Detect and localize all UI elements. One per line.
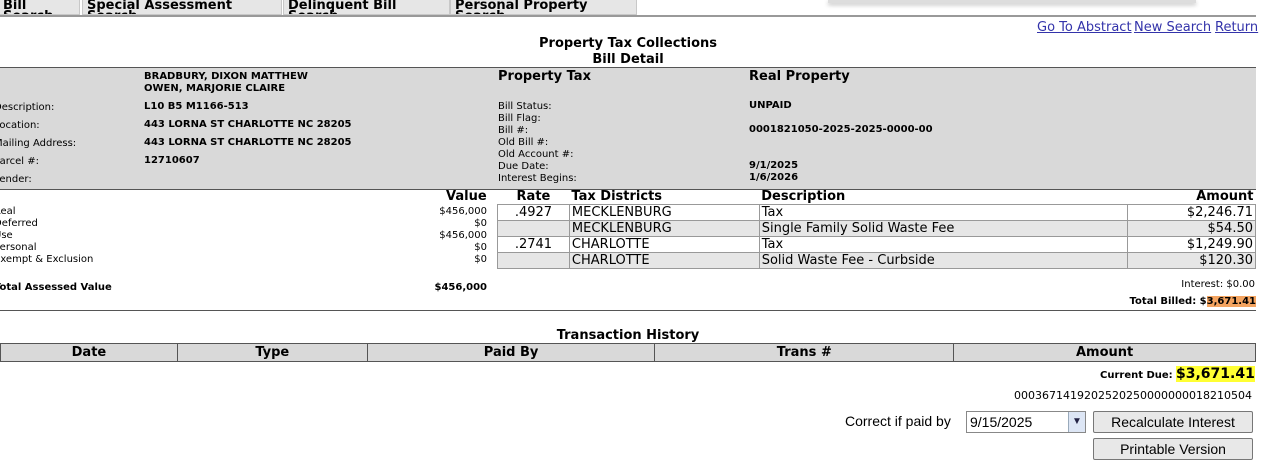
valuation-label: Exempt & Exclusion	[0, 254, 94, 265]
bill-flag-label: Bill Flag:	[498, 113, 541, 124]
trans-number-header: Trans #	[654, 343, 955, 362]
total-assessed-label: Total Assessed Value	[0, 282, 112, 293]
page-title: Property Tax Collections	[539, 36, 717, 51]
total-billed-label: Total Billed: $	[1129, 296, 1207, 307]
rate-cell	[497, 252, 570, 269]
mailing-address-label: Mailing Address:	[0, 138, 77, 149]
page-subtitle: Bill Detail	[592, 52, 664, 67]
divider	[0, 310, 1256, 311]
valuation-value: $0	[474, 242, 487, 253]
parcel-value: 12710607	[144, 155, 200, 166]
barcode-number: 0003671419202520250000000018210504	[1014, 389, 1252, 402]
amount-cell: $120.30	[1127, 252, 1256, 269]
recalculate-interest-button[interactable]: Recalculate Interest	[1093, 411, 1253, 433]
rate-cell: .4927	[497, 204, 570, 221]
district-cell: MECKLENBURG	[568, 220, 760, 237]
bill-number-value: 0001821050-2025-2025-0000-00	[749, 124, 933, 135]
description-label: Description:	[0, 102, 55, 113]
tax-table-header: Rate Tax Districts Description Amount	[498, 189, 1256, 205]
total-billed: Total Billed: $3,671.41	[1130, 296, 1256, 307]
go-to-abstract-link[interactable]: Go To Abstract	[1037, 20, 1132, 35]
valuation-value: $456,000	[439, 230, 487, 241]
paid-by-date-select[interactable]: 9/15/2025 ▼	[966, 411, 1086, 433]
interest-begins-label: Interest Begins:	[498, 173, 577, 184]
interest-begins-value: 1/6/2026	[749, 172, 799, 183]
valuation-label: Deferred	[0, 218, 38, 229]
valuation-value: $0	[474, 254, 487, 265]
valuation-value: $0	[474, 218, 487, 229]
tax-districts-table: Rate Tax Districts Description Amount .4…	[497, 189, 1256, 269]
current-due-label: Current Due:	[1100, 370, 1173, 381]
bill-number-label: Bill #:	[498, 125, 529, 136]
rate-cell: .2741	[497, 236, 570, 253]
divider	[0, 15, 1256, 17]
amount-cell: $2,246.71	[1127, 204, 1256, 221]
bill-info-panel	[0, 67, 1256, 190]
tab-special-assessment-search[interactable]: Special Assessment Search	[82, 0, 282, 15]
paid-by-header: Paid By	[366, 343, 656, 362]
bill-status-label: Bill Status:	[498, 101, 552, 112]
interest-amount: Interest: $0.00	[1181, 279, 1255, 290]
transaction-history-title: Transaction History	[556, 328, 700, 343]
new-search-link[interactable]: New Search	[1134, 20, 1212, 35]
transaction-history-table: Date Type Paid By Trans # Amount	[0, 343, 1256, 362]
bill-type: Property Tax	[498, 69, 591, 84]
rate-header: Rate	[516, 189, 551, 204]
amount-cell: $54.50	[1127, 220, 1256, 237]
owner-name-1: BRADBURY, DIXON MATTHEW	[144, 71, 308, 82]
table-row: .2741 CHARLOTTE Tax $1,249.90	[497, 236, 1256, 253]
chevron-down-icon[interactable]: ▼	[1068, 412, 1085, 432]
due-date-value: 9/1/2025	[749, 160, 799, 171]
total-billed-value: 3,671.41	[1206, 296, 1256, 307]
correct-if-paid-label: Correct if paid by	[845, 413, 951, 429]
lender-label: Lender:	[0, 174, 32, 185]
total-assessed-value: $456,000	[434, 282, 487, 293]
tab-personal-property-search[interactable]: Personal Property Search	[450, 0, 637, 15]
due-date-label: Due Date:	[498, 161, 549, 172]
property-type: Real Property	[749, 69, 850, 84]
table-row: MECKLENBURG Single Family Solid Waste Fe…	[497, 220, 1256, 237]
current-due-value: $3,671.41	[1176, 366, 1255, 382]
table-row: CHARLOTTE Solid Waste Fee - Curbside $12…	[497, 252, 1256, 269]
valuation-label: Real	[0, 206, 16, 217]
description-value: L10 B5 M1166-513	[144, 101, 249, 112]
amount-header: Amount	[953, 343, 1256, 362]
amount-header: Amount	[1196, 189, 1254, 204]
tab-delinquent-bill-search[interactable]: Delinquent Bill Search	[283, 0, 450, 15]
old-bill-label: Old Bill #:	[498, 137, 549, 148]
parcel-label: Parcel #:	[0, 156, 39, 167]
table-row: .4927 MECKLENBURG Tax $2,246.71	[497, 204, 1256, 221]
district-cell: MECKLENBURG	[568, 204, 760, 221]
valuation-label: Use	[0, 230, 13, 241]
search-tabs: Bill Search Special Assessment Search De…	[0, 0, 1264, 15]
history-header-row: Date Type Paid By Trans # Amount	[0, 343, 1256, 362]
description-cell: Solid Waste Fee - Curbside	[758, 252, 1129, 269]
value-header: Value	[446, 189, 487, 204]
description-cell: Single Family Solid Waste Fee	[758, 220, 1129, 237]
overlay-shadow	[828, 0, 1196, 3]
date-header: Date	[0, 343, 178, 362]
amount-cell: $1,249.90	[1127, 236, 1256, 253]
location-label: Location:	[0, 120, 40, 131]
description-cell: Tax	[758, 236, 1129, 253]
paid-by-date-value: 9/15/2025	[970, 414, 1033, 430]
old-account-label: Old Account #:	[498, 149, 574, 160]
tax-districts-header: Tax Districts	[571, 189, 663, 204]
valuation-value: $456,000	[439, 206, 487, 217]
bill-status-value: UNPAID	[749, 100, 792, 111]
valuation-label: Personal	[0, 242, 37, 253]
location-value: 443 LORNA ST CHARLOTTE NC 28205	[144, 119, 352, 130]
district-cell: CHARLOTTE	[568, 252, 760, 269]
description-header: Description	[761, 189, 846, 204]
owner-name-2: OWEN, MARJORIE CLAIRE	[144, 83, 286, 94]
rate-cell	[497, 220, 570, 237]
tab-bill-search[interactable]: Bill Search	[0, 0, 80, 15]
return-link[interactable]: Return	[1215, 20, 1259, 35]
district-cell: CHARLOTTE	[568, 236, 760, 253]
type-header: Type	[176, 343, 368, 362]
description-cell: Tax	[758, 204, 1129, 221]
mailing-address-value: 443 LORNA ST CHARLOTTE NC 28205	[144, 137, 352, 148]
printable-version-button[interactable]: Printable Version	[1093, 438, 1253, 460]
